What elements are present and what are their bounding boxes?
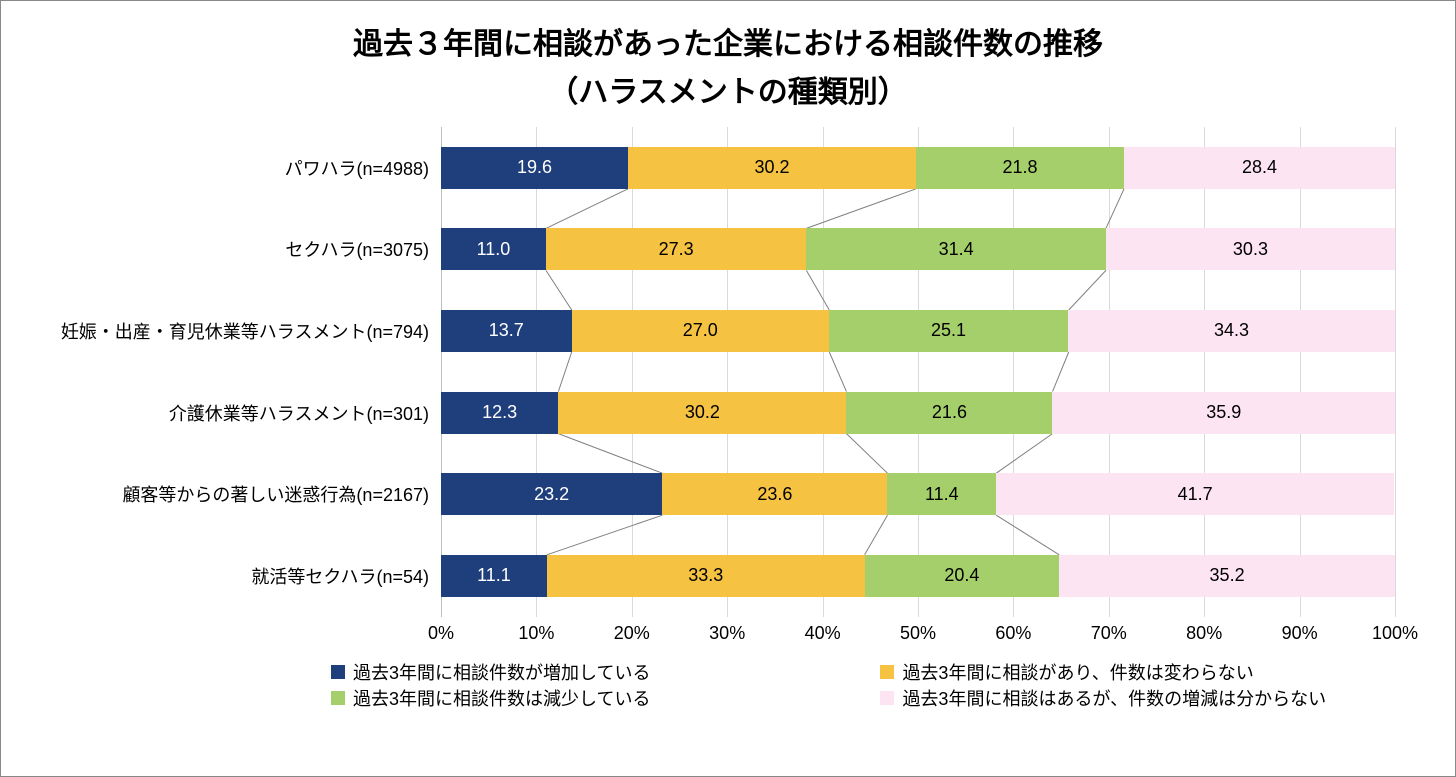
chart-title: 過去３年間に相談があった企業における相談件数の推移 （ハラスメントの種類別） (31, 21, 1425, 117)
bar-row: パワハラ(n=4988)19.630.221.828.4 (441, 127, 1395, 209)
legend-label: 過去3年間に相談はあるが、件数の増減は分からない (902, 685, 1326, 711)
bar-segment: 21.6 (846, 392, 1052, 434)
bar-segment: 11.1 (441, 555, 547, 597)
x-tick-label: 100% (1372, 623, 1418, 644)
bar-segment: 35.2 (1059, 555, 1395, 597)
bar-segment: 23.2 (441, 473, 662, 515)
chart-container: 過去３年間に相談があった企業における相談件数の推移 （ハラスメントの種類別） パ… (0, 0, 1456, 777)
category-label: 顧客等からの著しい迷惑行為(n=2167) (41, 481, 441, 507)
legend-label: 過去3年間に相談件数は減少している (353, 685, 650, 711)
legend-item: 過去3年間に相談はあるが、件数の増減は分からない (880, 685, 1369, 711)
category-label: パワハラ(n=4988) (41, 155, 441, 181)
x-tick-label: 20% (614, 623, 650, 644)
bar-segment: 12.3 (441, 392, 558, 434)
stacked-bar: 23.223.611.441.7 (441, 473, 1395, 515)
bar-segment: 13.7 (441, 310, 572, 352)
bar-segment: 31.4 (806, 228, 1106, 270)
bar-row: 介護休業等ハラスメント(n=301)12.330.221.635.9 (441, 372, 1395, 454)
legend-swatch (331, 665, 345, 679)
legend-swatch (880, 691, 894, 705)
legend: 過去3年間に相談件数が増加している過去3年間に相談があり、件数は変わらない過去3… (331, 659, 1395, 711)
x-tick-label: 30% (709, 623, 745, 644)
category-label: セクハラ(n=3075) (41, 236, 441, 262)
bar-row: 妊娠・出産・育児休業等ハラスメント(n=794)13.727.025.134.3 (441, 290, 1395, 372)
x-tick-label: 0% (428, 623, 454, 644)
legend-item: 過去3年間に相談件数が増加している (331, 659, 820, 685)
bar-segment: 21.8 (916, 147, 1124, 189)
title-line-1: 過去３年間に相談があった企業における相談件数の推移 (353, 28, 1103, 61)
category-label: 妊娠・出産・育児休業等ハラスメント(n=794) (41, 318, 441, 344)
category-label: 就活等セクハラ(n=54) (41, 563, 441, 589)
bar-segment: 34.3 (1068, 310, 1395, 352)
bar-row: 顧客等からの著しい迷惑行為(n=2167)23.223.611.441.7 (441, 453, 1395, 535)
bar-segment: 30.3 (1106, 228, 1395, 270)
bar-segment: 11.4 (887, 473, 996, 515)
x-tick-label: 60% (995, 623, 1031, 644)
bar-segment: 20.4 (865, 555, 1060, 597)
x-tick-label: 40% (805, 623, 841, 644)
legend-swatch (331, 691, 345, 705)
gridline (1395, 127, 1396, 617)
x-tick-label: 10% (518, 623, 554, 644)
bar-segment: 41.7 (996, 473, 1394, 515)
x-tick-label: 90% (1282, 623, 1318, 644)
stacked-bar: 11.027.331.430.3 (441, 228, 1395, 270)
bar-segment: 11.0 (441, 228, 546, 270)
bar-segment: 25.1 (829, 310, 1068, 352)
title-line-2: （ハラスメントの種類別） (548, 76, 907, 109)
legend-swatch (880, 665, 894, 679)
stacked-bar: 19.630.221.828.4 (441, 147, 1395, 189)
bar-row: 就活等セクハラ(n=54)11.133.320.435.2 (441, 535, 1395, 617)
plot-area: パワハラ(n=4988)19.630.221.828.4セクハラ(n=3075)… (441, 127, 1395, 617)
bar-segment: 30.2 (558, 392, 846, 434)
bar-segment: 33.3 (547, 555, 865, 597)
stacked-bar: 13.727.025.134.3 (441, 310, 1395, 352)
stacked-bar: 12.330.221.635.9 (441, 392, 1395, 434)
stacked-bar: 11.133.320.435.2 (441, 555, 1395, 597)
bar-segment: 19.6 (441, 147, 628, 189)
bar-segment: 28.4 (1124, 147, 1395, 189)
bar-segment: 27.3 (546, 228, 806, 270)
x-tick-label: 70% (1091, 623, 1127, 644)
x-tick-label: 50% (900, 623, 936, 644)
category-label: 介護休業等ハラスメント(n=301) (41, 400, 441, 426)
legend-item: 過去3年間に相談件数は減少している (331, 685, 820, 711)
bar-segment: 27.0 (572, 310, 829, 352)
bar-segment: 35.9 (1052, 392, 1394, 434)
bar-row: セクハラ(n=3075)11.027.331.430.3 (441, 209, 1395, 291)
bar-segment: 30.2 (628, 147, 916, 189)
bar-segment: 23.6 (662, 473, 887, 515)
x-tick-label: 80% (1186, 623, 1222, 644)
legend-label: 過去3年間に相談件数が増加している (353, 659, 650, 685)
legend-label: 過去3年間に相談があり、件数は変わらない (902, 659, 1253, 685)
x-axis: 0%10%20%30%40%50%60%70%80%90%100% (441, 617, 1395, 647)
legend-item: 過去3年間に相談があり、件数は変わらない (880, 659, 1369, 685)
